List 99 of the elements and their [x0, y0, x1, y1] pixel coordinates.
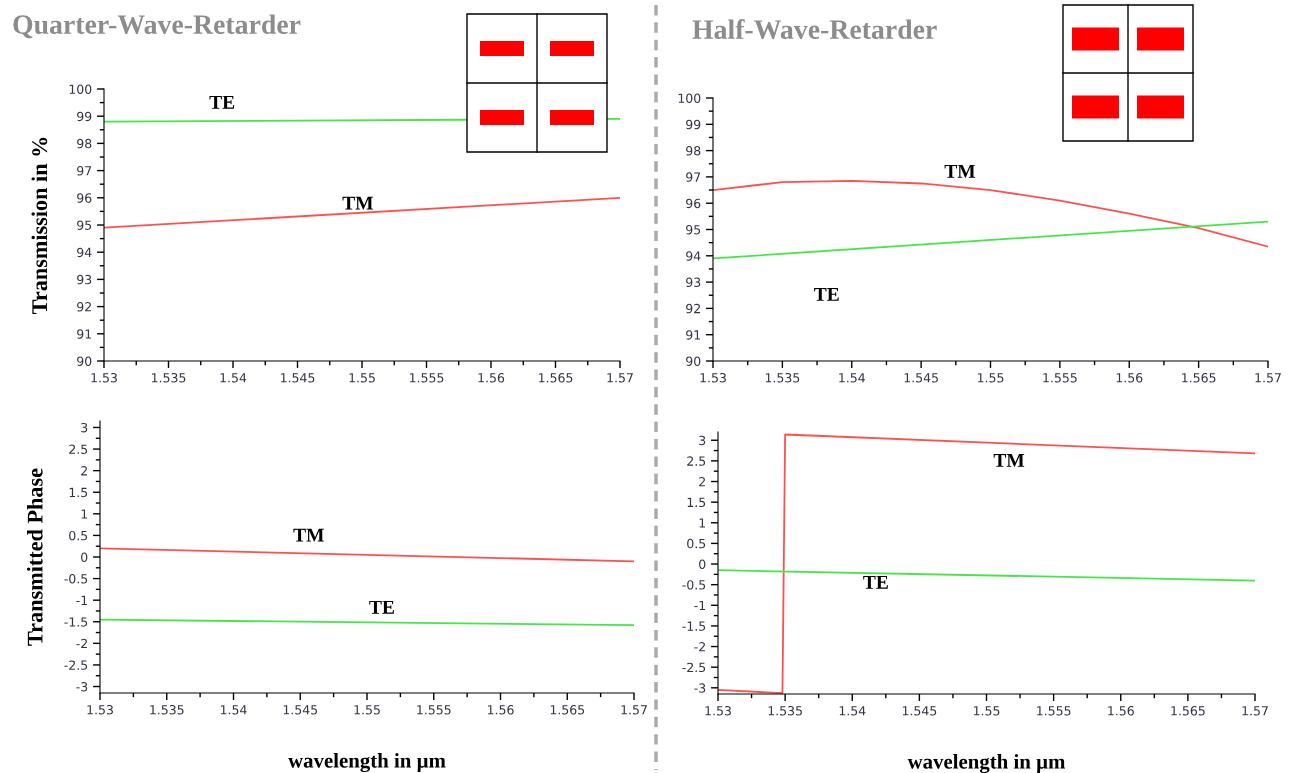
x-tick-label: 1.55 — [973, 706, 1000, 716]
y-tick-label: 1.5 — [687, 497, 706, 508]
y-tick-label: 0 — [699, 559, 706, 569]
y-tick-label: -3 — [76, 682, 88, 692]
y-tick-label: -2 — [76, 638, 87, 649]
y-tick-label: 91 — [686, 330, 701, 340]
y-tick-label: 95 — [77, 220, 92, 230]
y-tick-label: 2.5 — [687, 456, 706, 466]
y-axis-title: Transmission in % — [31, 137, 48, 314]
x-tick-label: 1.555 — [1043, 373, 1077, 383]
y-tick-label: -1.5 — [64, 617, 88, 627]
x-tick-label: 1.53 — [87, 705, 113, 715]
x-tick-label: 1.56 — [478, 373, 505, 383]
y-tick-label: 3 — [81, 422, 88, 433]
y-tick-label: 0.5 — [69, 530, 88, 541]
y-tick-label: 90 — [686, 356, 701, 366]
chart-title: Quarter-Wave-Retarder — [13, 14, 301, 39]
y-tick-label: 0.5 — [687, 538, 706, 549]
x-tick-label: 1.565 — [1171, 706, 1205, 716]
y-tick-label: 1 — [81, 509, 88, 519]
y-tick-label: -3 — [694, 683, 706, 693]
x-axis-title: wavelength in µm — [907, 754, 1066, 773]
x-tick-label: 1.545 — [283, 705, 318, 715]
y-tick-label: 95 — [686, 224, 701, 235]
x-tick-label: 1.565 — [538, 373, 573, 383]
series-label: TM — [293, 528, 324, 542]
y-tick-label: 99 — [77, 111, 92, 122]
series-label: TE — [814, 287, 839, 301]
y-tick-label: 1 — [699, 518, 706, 528]
x-tick-label: 1.56 — [1108, 706, 1134, 716]
x-tick-label: 1.54 — [220, 373, 247, 383]
x-tick-label: 1.545 — [904, 373, 938, 383]
x-tick-label: 1.555 — [417, 705, 451, 715]
y-tick-label: -2.5 — [64, 660, 88, 670]
x-tick-label: 1.56 — [1116, 373, 1143, 383]
x-tick-label: 1.535 — [150, 705, 184, 715]
x-tick-label: 1.55 — [349, 373, 375, 383]
y-tick-label: 3 — [699, 435, 706, 446]
y-tick-label: 96 — [686, 198, 701, 209]
x-tick-label: 1.535 — [765, 373, 800, 383]
y-tick-label: 94 — [686, 251, 701, 261]
y-tick-label: 98 — [686, 146, 701, 156]
x-tick-label: 1.54 — [839, 373, 865, 383]
y-tick-label: 90 — [77, 356, 92, 366]
x-tick-label: 1.565 — [1182, 373, 1216, 383]
x-tick-label: 1.54 — [839, 706, 866, 716]
x-tick-label: 1.55 — [977, 373, 1004, 383]
y-tick-label: 100 — [678, 93, 701, 103]
y-tick-label: -2.5 — [682, 662, 706, 673]
y-tick-label: 98 — [77, 138, 92, 149]
series-label: TE — [209, 95, 235, 109]
series-label: TE — [863, 575, 888, 589]
y-tick-label: 97 — [686, 172, 701, 182]
y-tick-label: 93 — [686, 277, 701, 288]
x-tick-label: 1.55 — [354, 705, 380, 715]
x-tick-label: 1.535 — [151, 373, 186, 383]
x-tick-label: 1.53 — [91, 373, 117, 383]
series-label: TM — [342, 196, 373, 210]
y-tick-label: 91 — [77, 329, 92, 339]
x-tick-label: 1.57 — [1255, 373, 1281, 383]
y-tick-label: 94 — [77, 247, 92, 258]
x-tick-label: 1.54 — [220, 705, 247, 715]
x-tick-label: 1.57 — [621, 705, 647, 715]
x-tick-label: 1.56 — [487, 705, 514, 715]
y-tick-label: 96 — [77, 193, 92, 203]
y-tick-label: -1 — [76, 595, 88, 605]
x-tick-label: 1.565 — [550, 705, 585, 715]
y-tick-label: 97 — [77, 166, 92, 176]
x-tick-label: 1.53 — [700, 373, 726, 383]
x-tick-label: 1.545 — [902, 706, 937, 716]
y-tick-label: 99 — [686, 119, 701, 130]
series-label: TM — [993, 454, 1025, 467]
y-tick-label: 92 — [686, 303, 700, 314]
y-tick-label: -1.5 — [682, 621, 706, 631]
line-series — [713, 179, 1268, 248]
x-tick-label: 1.57 — [607, 373, 633, 383]
y-tick-label: 0 — [81, 552, 88, 562]
x-tick-label: 1.535 — [768, 706, 802, 716]
y-tick-label: 2 — [81, 466, 87, 476]
x-tick-label: 1.545 — [280, 373, 315, 383]
chart-title: Half-Wave-Retarder — [692, 19, 937, 40]
y-tick-label: 100 — [69, 84, 92, 94]
series-label: TM — [944, 164, 976, 178]
y-tick-label: -0.5 — [682, 580, 706, 590]
y-tick-label: 2 — [699, 476, 705, 487]
series-label: TE — [369, 600, 394, 614]
y-tick-label: 92 — [77, 302, 91, 312]
y-tick-label: -2 — [694, 642, 705, 652]
x-axis-title: wavelength in µm — [288, 753, 446, 773]
x-tick-label: 1.555 — [409, 373, 444, 383]
y-tick-label: 93 — [77, 274, 92, 285]
y-tick-label: 2.5 — [69, 444, 88, 454]
y-tick-label: -0.5 — [64, 574, 88, 584]
x-tick-label: 1.555 — [1037, 706, 1071, 716]
x-tick-label: 1.53 — [705, 706, 731, 716]
y-tick-label: -1 — [694, 600, 706, 611]
x-tick-label: 1.57 — [1242, 706, 1268, 716]
y-tick-label: 1.5 — [69, 487, 88, 498]
y-axis-title: Transmitted Phase — [26, 468, 43, 646]
